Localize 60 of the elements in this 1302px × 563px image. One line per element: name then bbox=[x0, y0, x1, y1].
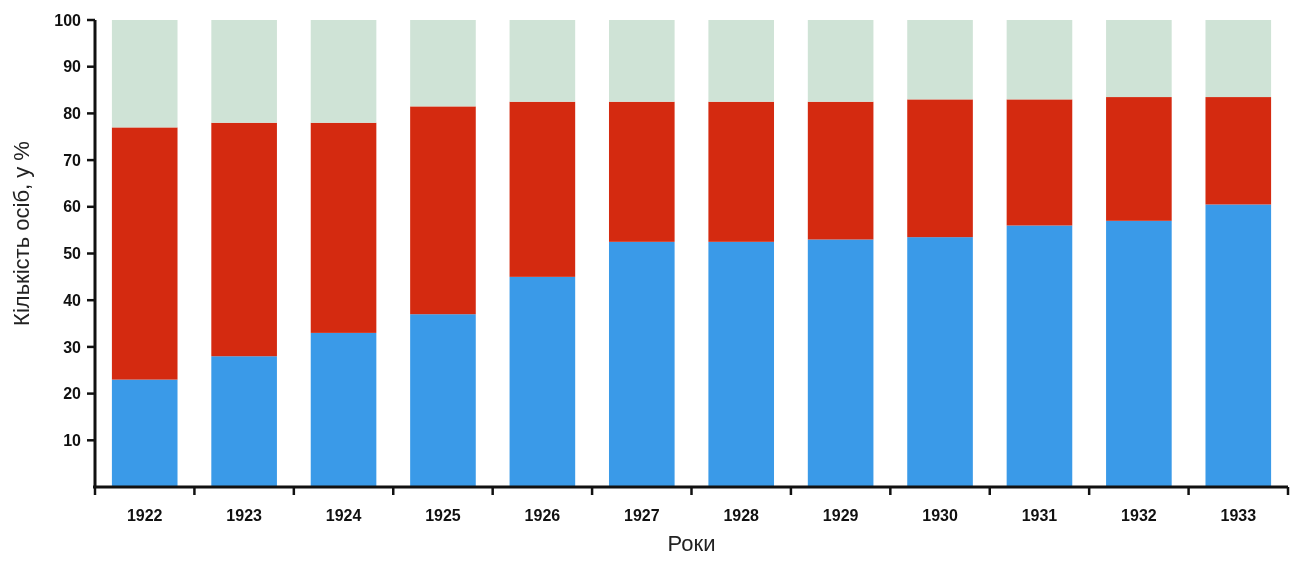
bar bbox=[111, 379, 178, 487]
bar bbox=[708, 101, 775, 242]
bar bbox=[1205, 204, 1272, 487]
y-tick-label: 50 bbox=[63, 245, 82, 263]
x-tick-label: 1930 bbox=[922, 507, 958, 524]
x-axis-title: Роки bbox=[667, 531, 716, 556]
x-tick-label: 1926 bbox=[524, 507, 561, 524]
y-tick-label: 70 bbox=[63, 151, 82, 169]
bar bbox=[410, 106, 476, 315]
y-tick-label: 20 bbox=[63, 385, 82, 403]
bar bbox=[509, 101, 576, 277]
bar bbox=[310, 332, 377, 487]
x-tick-label: 1925 bbox=[425, 507, 461, 524]
bar bbox=[608, 101, 675, 242]
bar bbox=[310, 20, 377, 123]
bar bbox=[509, 20, 576, 102]
bar bbox=[907, 237, 973, 487]
bar bbox=[1006, 20, 1073, 100]
y-tick-label: 30 bbox=[63, 338, 82, 356]
bar bbox=[1106, 220, 1172, 487]
bar bbox=[111, 20, 178, 128]
x-tick-label: 1933 bbox=[1220, 507, 1257, 524]
bar bbox=[1106, 20, 1172, 98]
y-tick-label: 40 bbox=[63, 291, 82, 309]
y-tick-label: 100 bbox=[54, 11, 82, 29]
bar bbox=[907, 20, 973, 100]
bar bbox=[111, 127, 178, 380]
y-axis-title: Кількість осіб, у % bbox=[9, 141, 34, 326]
bar bbox=[410, 314, 476, 487]
bar bbox=[708, 241, 775, 487]
x-tick-label: 1931 bbox=[1021, 507, 1058, 524]
bar bbox=[1006, 99, 1073, 226]
y-tick-label: 10 bbox=[63, 431, 82, 449]
x-tick-label: 1922 bbox=[126, 507, 163, 524]
x-tick-label: 1923 bbox=[226, 507, 263, 524]
bar bbox=[608, 20, 675, 102]
bar bbox=[807, 239, 874, 487]
y-tick-label: 80 bbox=[63, 105, 82, 122]
y-tick-label: 60 bbox=[63, 198, 82, 216]
x-tick-label: 1928 bbox=[723, 507, 760, 524]
bar bbox=[708, 20, 775, 102]
bar bbox=[608, 241, 675, 487]
bar bbox=[907, 99, 973, 238]
x-tick-label: 1932 bbox=[1121, 507, 1157, 524]
bar bbox=[1006, 225, 1073, 487]
bar bbox=[509, 276, 576, 487]
bar bbox=[310, 122, 377, 333]
bar bbox=[1205, 20, 1272, 98]
bar bbox=[211, 122, 277, 357]
x-tick-label: 1929 bbox=[822, 507, 859, 524]
x-tick-label: 1924 bbox=[325, 507, 362, 524]
bar bbox=[1205, 97, 1272, 205]
bar bbox=[807, 101, 874, 240]
bar bbox=[211, 20, 277, 123]
bar bbox=[211, 356, 277, 487]
y-tick-label: 90 bbox=[63, 58, 82, 76]
bar bbox=[1106, 97, 1172, 221]
bar bbox=[807, 20, 874, 102]
x-tick-label: 1927 bbox=[623, 507, 660, 524]
bar bbox=[410, 20, 476, 107]
